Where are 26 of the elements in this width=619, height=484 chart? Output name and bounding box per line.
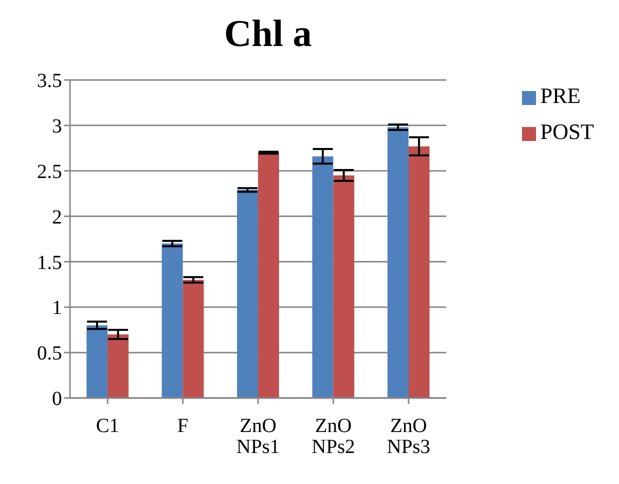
- y-tick-label: 0: [52, 388, 62, 410]
- bar: [237, 190, 258, 398]
- legend-label: POST: [540, 119, 594, 144]
- x-tick-label: ZnO NPs2: [312, 415, 356, 458]
- y-tick-label: 0.5: [37, 342, 62, 365]
- bar: [408, 146, 430, 398]
- bar: [258, 152, 280, 398]
- bar: [86, 325, 108, 398]
- y-tick-label: 1: [52, 297, 62, 320]
- bar: [108, 334, 129, 398]
- x-tick-label: C1: [96, 415, 120, 437]
- y-tick-label: 3.5: [37, 70, 62, 92]
- x-tick-label: ZnO NPs1: [236, 415, 280, 458]
- x-tick-label: ZnO NPs3: [386, 415, 430, 458]
- bar: [333, 175, 354, 398]
- bar: [388, 127, 409, 398]
- y-tick-label: 1.5: [37, 252, 62, 274]
- bar: [182, 280, 204, 398]
- y-tick-label: 3: [52, 116, 62, 138]
- chart-title: Chl a: [223, 12, 313, 56]
- y-tick-label: 2: [52, 206, 62, 228]
- legend-label: PRE: [540, 83, 581, 108]
- bar: [312, 156, 334, 398]
- y-tick-label: 2.5: [37, 160, 62, 183]
- bar: [162, 244, 183, 398]
- x-tick-label: F: [177, 415, 188, 437]
